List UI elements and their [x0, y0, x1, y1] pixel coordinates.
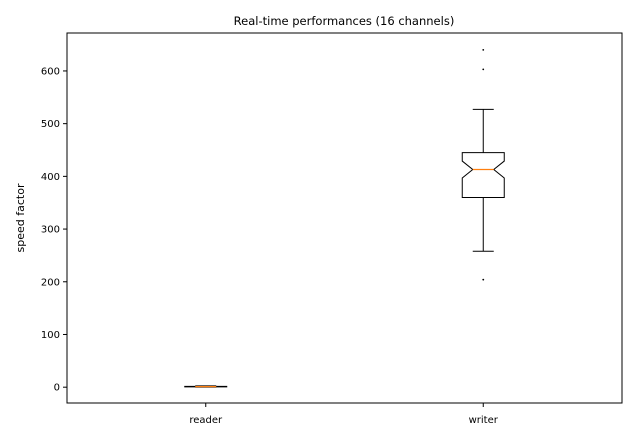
plot-area: 0 100 200 300 400 500 600 reader writer: [41, 32, 623, 426]
y-tick-label: 400: [41, 172, 60, 183]
writer-box: [461, 152, 505, 198]
writer-outlier-point: [482, 278, 485, 281]
y-axis-label: speed factor: [14, 183, 27, 252]
x-tick-label: reader: [189, 415, 223, 426]
writer-outlier-point: [482, 48, 485, 51]
writer-outlier-point: [482, 68, 485, 71]
y-tick-label: 100: [41, 330, 60, 341]
y-tick-label: 300: [41, 225, 60, 236]
y-tick-label: 200: [41, 277, 60, 288]
chart-title: Real-time performances (16 channels): [234, 14, 455, 28]
reader-box: [184, 385, 228, 388]
y-tick-label: 600: [41, 66, 60, 77]
plot-frame: [66, 32, 623, 404]
x-tick-label: writer: [469, 415, 499, 426]
y-tick-label: 0: [54, 383, 60, 394]
y-tick-label: 500: [41, 119, 60, 130]
